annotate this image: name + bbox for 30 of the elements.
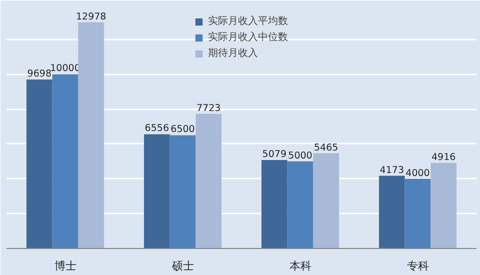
data-label: 5079 [262, 148, 286, 160]
bar [378, 176, 405, 248]
legend-label: 期待月收入 [208, 46, 258, 60]
data-label: 6500 [170, 124, 195, 136]
x-tick-label: 专科 [406, 260, 429, 272]
bar [170, 135, 196, 248]
bar [313, 153, 340, 248]
x-tick-label: 硕士 [170, 260, 194, 272]
data-label: 4173 [380, 164, 404, 176]
bar [196, 114, 222, 248]
bar [26, 79, 52, 248]
data-label: 4916 [432, 152, 456, 163]
bar [404, 178, 431, 248]
x-tick-label: 本科 [289, 260, 312, 272]
data-label: 5465 [314, 142, 338, 154]
bar [261, 160, 288, 248]
data-label: 6556 [144, 123, 169, 134]
bar [78, 22, 104, 248]
data-label: 12978 [76, 11, 106, 22]
data-label: 5000 [288, 150, 312, 162]
legend-label: 实际月收入平均数 [208, 14, 288, 28]
data-label: 7723 [196, 102, 221, 114]
data-label: 4000 [406, 168, 430, 179]
bar [287, 161, 314, 248]
bar [52, 74, 78, 248]
bar [144, 134, 170, 248]
legend-label: 实际月收入中位数 [208, 30, 288, 44]
x-tick-label: 博士 [54, 260, 76, 272]
data-label: 9698 [27, 68, 52, 80]
bar [430, 162, 457, 248]
